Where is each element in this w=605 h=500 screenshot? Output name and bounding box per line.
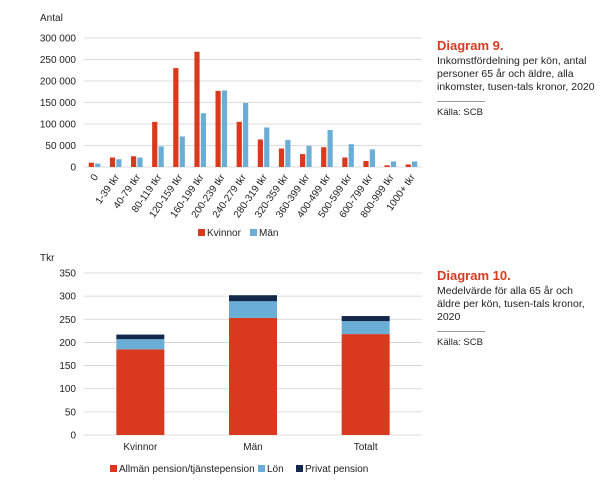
bar-man bbox=[221, 90, 228, 167]
bar-kvinnor bbox=[363, 160, 369, 167]
bar-man bbox=[306, 145, 312, 167]
segment-allman-pension bbox=[341, 334, 390, 435]
segment-privat-pension bbox=[341, 316, 390, 322]
y-tick-label: 50 bbox=[65, 407, 77, 418]
y-axis-title: Antal bbox=[40, 13, 63, 24]
legend-label-man: Män bbox=[259, 228, 278, 239]
bar-kvinnor bbox=[257, 139, 263, 167]
diagram10-title: Diagram 10. bbox=[437, 268, 511, 283]
segment-lon bbox=[341, 321, 390, 335]
diagram9-caption: Diagram 9. Inkomstfördelning per kön, an… bbox=[437, 38, 597, 118]
y-tick-label: 0 bbox=[70, 431, 76, 442]
diagram9-description: Inkomstfördelning per kön, antal persone… bbox=[437, 55, 595, 93]
y-tick-label: 250 bbox=[59, 315, 76, 326]
x-tick-label: Män bbox=[243, 442, 262, 453]
y-tick-label: 300 bbox=[59, 292, 76, 303]
segment-lon bbox=[116, 339, 165, 350]
y-tick-label: 200 000 bbox=[40, 77, 77, 88]
bar-kvinnor bbox=[321, 147, 327, 167]
x-tick-label: Totalt bbox=[354, 442, 378, 453]
bar-man bbox=[390, 161, 397, 167]
segment-privat-pension bbox=[229, 295, 277, 302]
x-tick-label: 0 bbox=[89, 172, 101, 183]
bar-kvinnor bbox=[405, 164, 411, 167]
legend-allman-pension-swatch bbox=[110, 465, 117, 472]
bar-man bbox=[285, 139, 291, 167]
bar-kvinnor bbox=[236, 121, 242, 167]
bar-kvinnor bbox=[215, 90, 221, 167]
bar-man bbox=[264, 127, 270, 167]
x-tick-label: Kvinnor bbox=[123, 442, 158, 453]
legend-lon-swatch bbox=[258, 465, 265, 472]
y-tick-label: 50 000 bbox=[45, 141, 76, 152]
bar-kvinnor bbox=[88, 162, 94, 167]
legend-swatch-kvinnor bbox=[198, 229, 205, 236]
bar-man bbox=[412, 161, 418, 167]
bar-man bbox=[137, 157, 143, 167]
legend-privat-pension-label: Privat pension bbox=[305, 464, 368, 475]
y-axis-title: Tkr bbox=[40, 253, 55, 264]
legend-allman-pension-label: Allmän pension/tjänstepension bbox=[119, 464, 255, 475]
y-tick-label: 200 bbox=[59, 338, 76, 349]
diagram10-divider bbox=[437, 331, 485, 332]
bar-kvinnor bbox=[194, 51, 200, 168]
bar-kvinnor bbox=[384, 165, 390, 167]
diagram9-divider bbox=[437, 101, 485, 102]
bar-man bbox=[369, 149, 375, 167]
bar-kvinnor bbox=[300, 154, 306, 167]
bar-man bbox=[116, 159, 122, 167]
mean-income-chart: 0 50 100 150 200 250 300 350 Tkr Kvinnor Män Totalt… bbox=[40, 253, 422, 475]
legend-lon-label: Lön bbox=[267, 464, 284, 475]
y-tick-label: 100 bbox=[59, 384, 76, 395]
segment-lon bbox=[229, 301, 277, 318]
bar-kvinnor bbox=[342, 157, 348, 167]
diagram10-caption: Diagram 10. Medelvärde för alla 65 år oc… bbox=[437, 268, 597, 348]
bar-man bbox=[158, 146, 164, 167]
income-distribution-chart: 0 50 000 100 000 150 000 200 000 250 000 300 0… bbox=[40, 13, 422, 239]
bar-kvinnor bbox=[173, 68, 179, 167]
segment-privat-pension bbox=[116, 334, 165, 340]
legend-label-kvinnor: Kvinnor bbox=[207, 228, 242, 239]
diagram10-source: Källa: SCB bbox=[437, 337, 483, 348]
legend-swatch-man bbox=[250, 229, 257, 236]
bar-man bbox=[243, 102, 249, 167]
bar-kvinnor bbox=[278, 148, 285, 167]
bar-kvinnor bbox=[131, 156, 137, 167]
y-tick-label: 0 bbox=[70, 163, 76, 174]
bar-man bbox=[200, 113, 206, 167]
bar-man bbox=[348, 144, 354, 167]
legend-privat-pension-swatch bbox=[296, 465, 303, 472]
diagram10-description: Medelvärde för alla 65 år och äldre per … bbox=[437, 285, 585, 323]
bar-man bbox=[179, 136, 185, 167]
segment-allman-pension bbox=[116, 349, 165, 435]
y-tick-label: 150 bbox=[59, 361, 76, 372]
bar-man bbox=[95, 163, 101, 167]
bar-man bbox=[327, 130, 333, 167]
diagram9-title: Diagram 9. bbox=[437, 38, 504, 53]
bar-kvinnor bbox=[152, 121, 158, 167]
bar-kvinnor bbox=[109, 157, 116, 167]
y-tick-label: 100 000 bbox=[40, 120, 77, 131]
y-tick-label: 350 bbox=[59, 269, 76, 280]
y-tick-label: 300 000 bbox=[40, 34, 77, 45]
y-tick-label: 250 000 bbox=[40, 55, 77, 66]
diagram9-source: Källa: SCB bbox=[437, 107, 483, 118]
segment-allman-pension bbox=[229, 317, 277, 435]
y-tick-label: 150 000 bbox=[40, 98, 77, 109]
